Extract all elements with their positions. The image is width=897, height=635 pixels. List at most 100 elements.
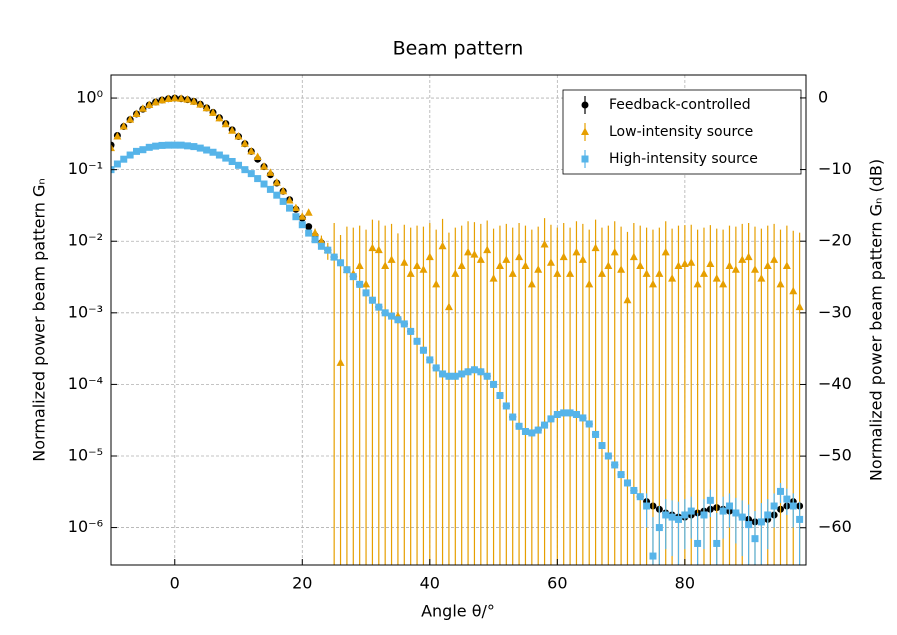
marker [661,247,670,256]
marker [311,228,320,237]
marker [279,197,287,205]
marker [419,265,428,273]
marker [502,255,511,263]
marker [445,372,453,380]
marker [202,103,211,112]
marker [451,372,459,380]
marker [796,515,804,523]
marker [592,430,600,438]
x-tick-label: 20 [292,574,312,593]
marker [426,356,434,364]
marker [425,252,434,261]
marker [464,247,473,256]
marker [247,146,256,155]
marker [515,422,523,430]
marker [439,370,447,378]
marker [240,139,249,147]
marker [496,391,504,399]
marker [215,151,223,159]
legend-label: High-intensity source [609,151,758,167]
marker [343,266,351,274]
marker [177,141,185,149]
marker [126,151,134,159]
marker [738,513,746,521]
marker [757,518,765,526]
marker [553,410,561,418]
marker [407,327,415,335]
marker [151,97,160,106]
marker [381,261,390,270]
marker [375,303,383,311]
marker [757,274,766,282]
y-tick-label: 10⁻¹ [68,159,103,178]
marker [795,302,804,311]
marker [490,380,498,388]
marker [477,368,485,376]
y-tick-label: 10⁻⁶ [68,517,103,536]
marker [483,245,492,254]
marker [432,279,441,288]
marker [649,552,657,560]
x-tick-label: 0 [170,574,180,593]
y-tick-label: 10⁰ [76,88,103,107]
marker [585,279,594,288]
y2-tick-label: −30 [818,302,852,321]
marker [228,126,237,134]
marker [643,502,651,510]
marker [120,155,128,163]
marker [203,146,211,154]
marker [362,289,370,297]
marker [298,212,307,220]
marker [292,213,300,221]
marker [337,259,345,267]
marker [521,261,530,270]
marker [451,269,460,277]
marker [374,245,383,254]
marker [719,507,727,515]
marker [693,279,702,288]
marker [324,246,332,254]
marker [642,269,651,277]
marker [394,316,402,324]
marker [540,240,549,248]
marker [304,208,313,216]
y2-tick-label: −10 [818,159,852,178]
marker [234,132,243,140]
marker [662,511,670,519]
y2-tick-label: −20 [818,231,852,250]
marker [680,259,689,268]
y-axis-label: Normalized power beam pattern Gₙ [30,178,49,461]
y-tick-label: 10⁻⁵ [68,445,103,464]
marker [317,236,326,245]
marker [273,191,281,199]
legend-label: Low-intensity source [609,124,753,140]
marker [432,364,440,372]
marker [770,255,779,263]
marker [356,280,364,288]
marker [719,279,728,288]
marker [196,144,204,152]
marker [745,521,753,529]
marker [119,122,128,130]
marker [617,471,625,479]
marker [559,252,568,261]
marker [458,370,466,378]
plot-area [111,93,804,565]
marker [113,160,121,168]
marker [145,143,153,151]
legend: Feedback-controlled Low-intensity source H… [562,89,802,175]
x-tick-label: 80 [675,574,695,593]
marker [674,515,682,523]
marker [406,269,415,277]
marker [489,274,498,282]
marker [222,154,230,162]
y-tick-label: 10⁻³ [68,302,103,321]
marker [305,223,313,231]
y-tick-label: 10⁻² [68,231,103,250]
legend-box [562,89,802,175]
marker [668,274,677,282]
marker [311,236,319,244]
marker [189,97,198,105]
marker [636,261,645,270]
marker [286,204,294,212]
